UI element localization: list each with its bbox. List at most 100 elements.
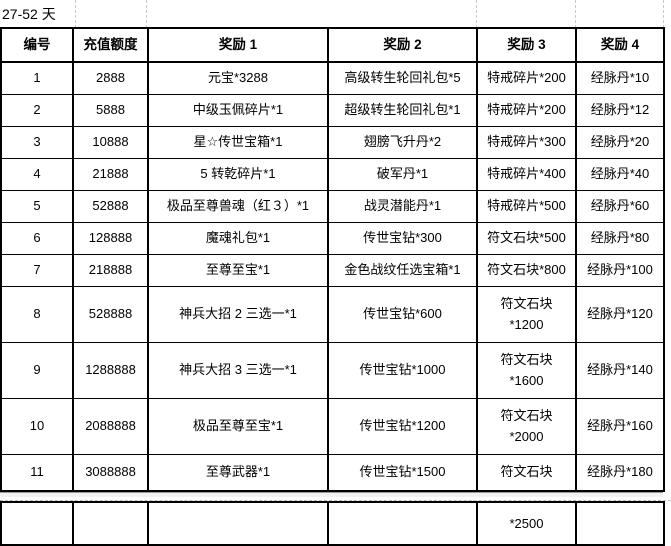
cell-reward1: [147, 501, 329, 546]
table-row: 9 1288888 神兵大招 3 三选一*1 传世宝钻*1000 符文石块 *1…: [0, 341, 665, 399]
cell-reward1: 极品至尊至宝*1: [147, 397, 329, 455]
table-row: 7 218888 至尊至宝*1 金色战纹任选宝箱*1 符文石块*800 经脉丹*…: [0, 253, 665, 287]
cell-reward1: 神兵大招 3 三选一*1: [147, 341, 329, 399]
recharge-reward-table: 编号 充值额度 奖励 1 奖励 2 奖励 3 奖励 4 1 2888 元宝*32…: [0, 27, 665, 492]
table-row: 8 528888 神兵大招 2 三选一*1 传世宝钻*600 符文石块 *120…: [0, 285, 665, 343]
column-header-id: 编号: [0, 27, 74, 63]
cell-reward2: 传世宝钻*600: [327, 285, 478, 343]
continuation-block: *2500: [0, 501, 671, 546]
cell-reward2: 传世宝钻*1500: [327, 453, 478, 492]
cell-id: 7: [0, 253, 74, 287]
cell-reward3-line2: *1600: [509, 372, 544, 388]
cell-id: 6: [0, 221, 74, 255]
cell-reward3: 符文石块 *1200: [476, 285, 577, 343]
cell-reward3: *2500: [476, 501, 577, 546]
cell-reward3: 特戒碎片*200: [476, 93, 577, 127]
cell-reward4: 经脉丹*180: [575, 453, 665, 492]
cell-reward1: 魔魂礼包*1: [147, 221, 329, 255]
column-header-reward3: 奖励 3: [476, 27, 577, 63]
cell-reward3: 符文石块: [476, 453, 577, 492]
sheet-caption-row: 27-52 天: [0, 0, 671, 27]
cell-reward3-line1: 符文石块: [500, 407, 553, 423]
cell-reward2: 传世宝钻*300: [327, 221, 478, 255]
cell-reward1: 元宝*3288: [147, 61, 329, 95]
cell-reward1: 神兵大招 2 三选一*1: [147, 285, 329, 343]
cell-reward4: 经脉丹*10: [575, 61, 665, 95]
column-header-amount: 充值额度: [72, 27, 149, 63]
cell-id: 3: [0, 125, 74, 159]
table-row: 4 21888 5 转乾碎片*1 破军丹*1 特戒碎片*400 经脉丹*40: [0, 157, 665, 191]
period-caption: 27-52 天: [2, 5, 56, 22]
cell-reward1: 至尊武器*1: [147, 453, 329, 492]
cell-reward4: 经脉丹*12: [575, 93, 665, 127]
cell-amount: 128888: [72, 221, 149, 255]
cell-amount: 2088888: [72, 397, 149, 455]
cell-amount: [72, 501, 149, 546]
cell-id: 1: [0, 61, 74, 95]
cell-reward3: 符文石块 *2000: [476, 397, 577, 455]
table-row: 11 3088888 至尊武器*1 传世宝钻*1500 符文石块 经脉丹*180: [0, 453, 665, 492]
cell-amount: 3088888: [72, 453, 149, 492]
cell-reward3: 符文石块*800: [476, 253, 577, 287]
page-break-line-top: [0, 492, 663, 493]
page-break-divider: [0, 492, 671, 501]
cell-reward2: 翅膀飞升丹*2: [327, 125, 478, 159]
page-break-fill: [0, 493, 663, 497]
cell-id: 11: [0, 453, 74, 492]
cell-id: 2: [0, 93, 74, 127]
cell-amount: 10888: [72, 125, 149, 159]
table-row: 5 52888 极品至尊兽魂（红３）*1 战灵潜能丹*1 特戒碎片*500 经脉…: [0, 189, 665, 223]
cell-reward4: 经脉丹*80: [575, 221, 665, 255]
cell-reward4: 经脉丹*20: [575, 125, 665, 159]
cell-reward3-line1: 符文石块: [500, 351, 553, 367]
cell-reward3: 特戒碎片*400: [476, 157, 577, 191]
cell-reward1: 极品至尊兽魂（红３）*1: [147, 189, 329, 223]
cell-amount: 528888: [72, 285, 149, 343]
cell-reward4: 经脉丹*120: [575, 285, 665, 343]
cell-reward1: 至尊至宝*1: [147, 253, 329, 287]
table-row: 1 2888 元宝*3288 高级转生轮回礼包*5 特戒碎片*200 经脉丹*1…: [0, 61, 665, 95]
cell-reward2: 破军丹*1: [327, 157, 478, 191]
cell-reward3-line2: *2000: [509, 428, 544, 444]
page-break-line-bottom: [0, 500, 671, 501]
cell-reward4: 经脉丹*100: [575, 253, 665, 287]
cell-amount: 218888: [72, 253, 149, 287]
cell-reward3: 特戒碎片*300: [476, 125, 577, 159]
cell-reward2: 传世宝钻*1200: [327, 397, 478, 455]
cell-amount: 2888: [72, 61, 149, 95]
cell-reward4: 经脉丹*60: [575, 189, 665, 223]
table-row: 10 2088888 极品至尊至宝*1 传世宝钻*1200 符文石块 *2000…: [0, 397, 665, 455]
cell-amount: 5888: [72, 93, 149, 127]
cell-amount: 1288888: [72, 341, 149, 399]
column-header-reward1: 奖励 1: [147, 27, 329, 63]
cell-id: [0, 501, 74, 546]
table-header: 编号 充值额度 奖励 1 奖励 2 奖励 3 奖励 4: [0, 27, 665, 63]
column-header-reward2: 奖励 2: [327, 27, 478, 63]
table-body: 1 2888 元宝*3288 高级转生轮回礼包*5 特戒碎片*200 经脉丹*1…: [0, 61, 665, 492]
cell-reward3-line2: *1200: [509, 316, 544, 332]
table-row: *2500: [0, 501, 665, 546]
cell-reward4: 经脉丹*160: [575, 397, 665, 455]
table-row: 6 128888 魔魂礼包*1 传世宝钻*300 符文石块*500 经脉丹*80: [0, 221, 665, 255]
table-row: 2 5888 中级玉佩碎片*1 超级转生轮回礼包*1 特戒碎片*200 经脉丹*…: [0, 93, 665, 127]
cell-reward4: [575, 501, 665, 546]
cell-reward3: 特戒碎片*500: [476, 189, 577, 223]
cell-id: 4: [0, 157, 74, 191]
table-row: 3 10888 星☆传世宝箱*1 翅膀飞升丹*2 特戒碎片*300 经脉丹*20: [0, 125, 665, 159]
cell-reward1: 中级玉佩碎片*1: [147, 93, 329, 127]
cell-id: 5: [0, 189, 74, 223]
cell-reward2: 战灵潜能丹*1: [327, 189, 478, 223]
cell-reward2: [327, 501, 478, 546]
cell-amount: 52888: [72, 189, 149, 223]
cell-reward1: 5 转乾碎片*1: [147, 157, 329, 191]
cell-reward3: 符文石块 *1600: [476, 341, 577, 399]
cell-amount: 21888: [72, 157, 149, 191]
cell-id: 8: [0, 285, 74, 343]
cell-reward2: 金色战纹任选宝箱*1: [327, 253, 478, 287]
cell-reward4: 经脉丹*40: [575, 157, 665, 191]
cell-reward4: 经脉丹*140: [575, 341, 665, 399]
cell-reward3-line1: 符文石块: [500, 295, 553, 311]
cell-reward2: 超级转生轮回礼包*1: [327, 93, 478, 127]
cell-id: 10: [0, 397, 74, 455]
